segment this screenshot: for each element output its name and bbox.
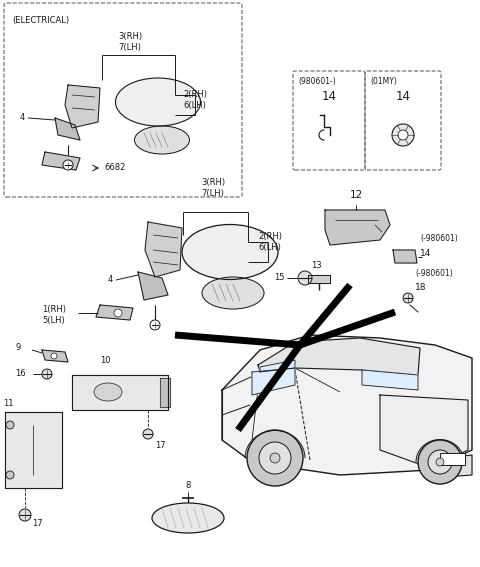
Text: (-980601): (-980601) bbox=[420, 234, 458, 243]
Circle shape bbox=[428, 450, 452, 474]
Circle shape bbox=[398, 130, 408, 140]
Ellipse shape bbox=[94, 383, 122, 401]
Text: 4: 4 bbox=[20, 113, 25, 122]
FancyBboxPatch shape bbox=[440, 453, 465, 465]
Text: 14: 14 bbox=[396, 90, 410, 103]
Polygon shape bbox=[96, 305, 133, 320]
Text: 14: 14 bbox=[322, 90, 336, 103]
Text: 3(RH)
7(LH): 3(RH) 7(LH) bbox=[118, 32, 142, 52]
Circle shape bbox=[150, 320, 160, 330]
Text: 15: 15 bbox=[275, 273, 285, 282]
Polygon shape bbox=[42, 152, 80, 170]
Ellipse shape bbox=[182, 225, 278, 280]
Text: 10: 10 bbox=[100, 356, 110, 365]
Polygon shape bbox=[258, 338, 420, 375]
Text: (-980601): (-980601) bbox=[415, 269, 453, 278]
Polygon shape bbox=[308, 275, 330, 283]
Polygon shape bbox=[362, 370, 418, 390]
Text: (01MY): (01MY) bbox=[370, 77, 397, 86]
Ellipse shape bbox=[134, 126, 190, 154]
Text: 16: 16 bbox=[15, 370, 25, 379]
Polygon shape bbox=[393, 250, 417, 263]
Circle shape bbox=[6, 471, 14, 479]
Polygon shape bbox=[160, 378, 170, 407]
Polygon shape bbox=[72, 375, 168, 410]
Circle shape bbox=[114, 309, 122, 317]
Text: 8: 8 bbox=[185, 481, 191, 490]
Text: 6682: 6682 bbox=[104, 163, 125, 172]
Text: 17: 17 bbox=[32, 518, 43, 527]
Text: 3(RH)
7(LH): 3(RH) 7(LH) bbox=[201, 178, 225, 198]
Circle shape bbox=[418, 440, 462, 484]
Circle shape bbox=[392, 124, 414, 146]
Text: 18: 18 bbox=[415, 283, 427, 292]
Circle shape bbox=[259, 442, 291, 474]
Text: 9: 9 bbox=[15, 344, 20, 353]
Circle shape bbox=[63, 160, 73, 170]
Circle shape bbox=[19, 509, 31, 521]
Polygon shape bbox=[430, 455, 472, 478]
Polygon shape bbox=[252, 368, 295, 395]
Text: 11: 11 bbox=[3, 399, 13, 408]
Circle shape bbox=[403, 293, 413, 303]
Circle shape bbox=[42, 369, 52, 379]
Circle shape bbox=[51, 353, 57, 359]
Circle shape bbox=[298, 271, 312, 285]
Circle shape bbox=[6, 421, 14, 429]
Text: 14: 14 bbox=[420, 249, 432, 258]
Text: 17: 17 bbox=[155, 441, 166, 450]
Ellipse shape bbox=[116, 78, 201, 126]
Text: 4: 4 bbox=[108, 276, 113, 285]
Polygon shape bbox=[222, 335, 472, 475]
Polygon shape bbox=[380, 395, 468, 468]
Polygon shape bbox=[65, 85, 100, 128]
Polygon shape bbox=[55, 118, 80, 140]
Polygon shape bbox=[260, 360, 295, 372]
Text: 12: 12 bbox=[349, 190, 362, 200]
Text: (ELECTRICAL): (ELECTRICAL) bbox=[12, 16, 69, 25]
Polygon shape bbox=[138, 272, 168, 300]
Circle shape bbox=[436, 458, 444, 466]
Polygon shape bbox=[325, 210, 390, 245]
Text: (980601-): (980601-) bbox=[298, 77, 336, 86]
Polygon shape bbox=[42, 350, 68, 362]
Text: 13: 13 bbox=[311, 261, 321, 270]
Text: 2(RH)
6(LH): 2(RH) 6(LH) bbox=[258, 232, 282, 252]
Ellipse shape bbox=[152, 503, 224, 533]
Circle shape bbox=[270, 453, 280, 463]
Polygon shape bbox=[5, 412, 62, 488]
Text: 1(RH)
5(LH): 1(RH) 5(LH) bbox=[42, 305, 66, 325]
Circle shape bbox=[143, 429, 153, 439]
Text: 2(RH)
6(LH): 2(RH) 6(LH) bbox=[183, 90, 207, 110]
Circle shape bbox=[247, 430, 303, 486]
Polygon shape bbox=[145, 222, 182, 277]
Ellipse shape bbox=[202, 277, 264, 309]
